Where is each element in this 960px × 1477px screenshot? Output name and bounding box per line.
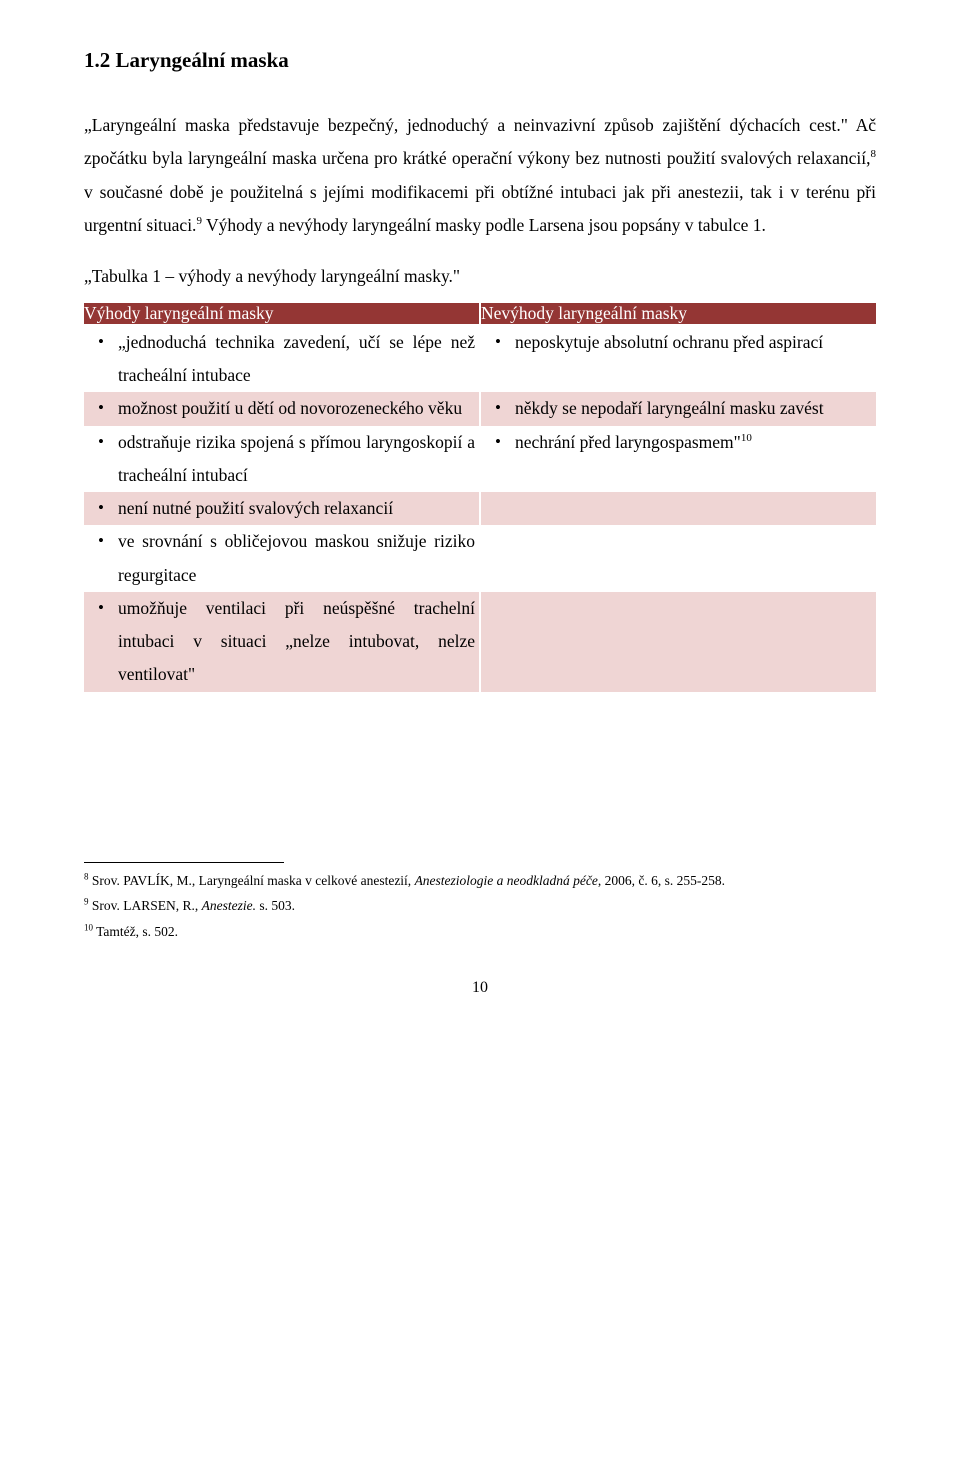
cell-text: neposkytuje absolutní ochranu před aspir… (515, 326, 876, 359)
footnote-separator (84, 862, 284, 863)
cell-text: „jednoduchá technika zavedení, učí se lé… (118, 326, 479, 393)
cell-text: někdy se nepodaří laryngeální masku zavé… (515, 392, 876, 425)
footnote-10: 10 Tamtéž, s. 502. (84, 920, 876, 944)
para1-part3: Výhody a nevýhody laryngeální masky podl… (202, 215, 766, 235)
table-cell-right (480, 525, 876, 592)
table-header-row: Výhody laryngeální masky Nevýhody laryng… (84, 303, 876, 325)
table-cell-left: • není nutné použití svalových relaxanci… (84, 492, 480, 525)
bullet-icon: • (84, 525, 118, 557)
table-cell-right (480, 592, 876, 692)
footnote-italic: Anestezie. (202, 898, 256, 913)
footnote-9: 9 Srov. LARSEN, R., Anestezie. s. 503. (84, 894, 876, 918)
body-paragraph-1: „Laryngeální maska představuje bezpečný,… (84, 109, 876, 242)
footnote-text: s. 503. (256, 898, 295, 913)
footnote-ref-8: 8 (871, 148, 877, 160)
footnote-number: 10 (84, 922, 93, 932)
table-row: • „jednoduchá technika zavedení, učí se … (84, 325, 876, 393)
cell-text: ve srovnání s obličejovou maskou snižuje… (118, 525, 479, 592)
footnote-italic: Anesteziologie a neodkladná péče (415, 873, 598, 888)
table-cell-right: • někdy se nepodaří laryngeální masku za… (480, 392, 876, 425)
table-cell-left: • odstraňuje rizika spojená s přímou lar… (84, 426, 480, 493)
table-row: • možnost použití u dětí od novorozeneck… (84, 392, 876, 425)
section-heading: 1.2 Laryngeální maska (84, 48, 876, 73)
table-cell-right (480, 492, 876, 525)
footnotes: 8 Srov. PAVLÍK, M., Laryngeální maska v … (84, 869, 876, 944)
table-cell-left: • ve srovnání s obličejovou maskou snižu… (84, 525, 480, 592)
footnote-text: Tamtéž, s. 502. (93, 924, 178, 939)
table-cell-left: • umožňuje ventilaci při neúspěšné trach… (84, 592, 480, 692)
table-header-left: Výhody laryngeální masky (84, 303, 480, 325)
bullet-icon: • (84, 592, 118, 624)
bullet-icon: • (481, 426, 515, 458)
table-cell-right: • neposkytuje absolutní ochranu před asp… (480, 325, 876, 393)
advantages-table: Výhody laryngeální masky Nevýhody laryng… (84, 303, 876, 692)
footnote-8: 8 Srov. PAVLÍK, M., Laryngeální maska v … (84, 869, 876, 893)
table-row: • není nutné použití svalových relaxanci… (84, 492, 876, 525)
footnote-text: Srov. LARSEN, R., (89, 898, 202, 913)
bullet-icon: • (84, 492, 118, 524)
cell-text: možnost použití u dětí od novorozeneckéh… (118, 392, 479, 425)
page-number: 10 (84, 979, 876, 997)
table-caption: „Tabulka 1 – výhody a nevýhody laryngeál… (84, 260, 876, 293)
table-cell-left: • možnost použití u dětí od novorozeneck… (84, 392, 480, 425)
footnote-text: Srov. PAVLÍK, M., Laryngeální maska v ce… (89, 873, 415, 888)
table-cell-left: • „jednoduchá technika zavedení, učí se … (84, 325, 480, 393)
table-cell-right: • nechrání před laryngospasmem"10 (480, 426, 876, 493)
document-page: 1.2 Laryngeální maska „Laryngeální maska… (0, 0, 960, 1037)
footnote-text: , 2006, č. 6, s. 255-258. (598, 873, 725, 888)
cell-text: není nutné použití svalových relaxancií (118, 492, 479, 525)
bullet-icon: • (84, 392, 118, 424)
bullet-icon: • (481, 326, 515, 358)
para1-part1: „Laryngeální maska představuje bezpečný,… (84, 115, 876, 168)
bullet-icon: • (84, 326, 118, 358)
table-row: • ve srovnání s obličejovou maskou snižu… (84, 525, 876, 592)
table-row: • odstraňuje rizika spojená s přímou lar… (84, 426, 876, 493)
footnote-ref-10: 10 (741, 432, 752, 444)
table-row: • umožňuje ventilaci při neúspěšné trach… (84, 592, 876, 692)
cell-text: nechrání před laryngospasmem"10 (515, 426, 876, 459)
cell-text: odstraňuje rizika spojená s přímou laryn… (118, 426, 479, 493)
table-header-right: Nevýhody laryngeální masky (480, 303, 876, 325)
cell-text: umožňuje ventilaci při neúspěšné trachel… (118, 592, 479, 692)
bullet-icon: • (481, 392, 515, 424)
bullet-icon: • (84, 426, 118, 458)
